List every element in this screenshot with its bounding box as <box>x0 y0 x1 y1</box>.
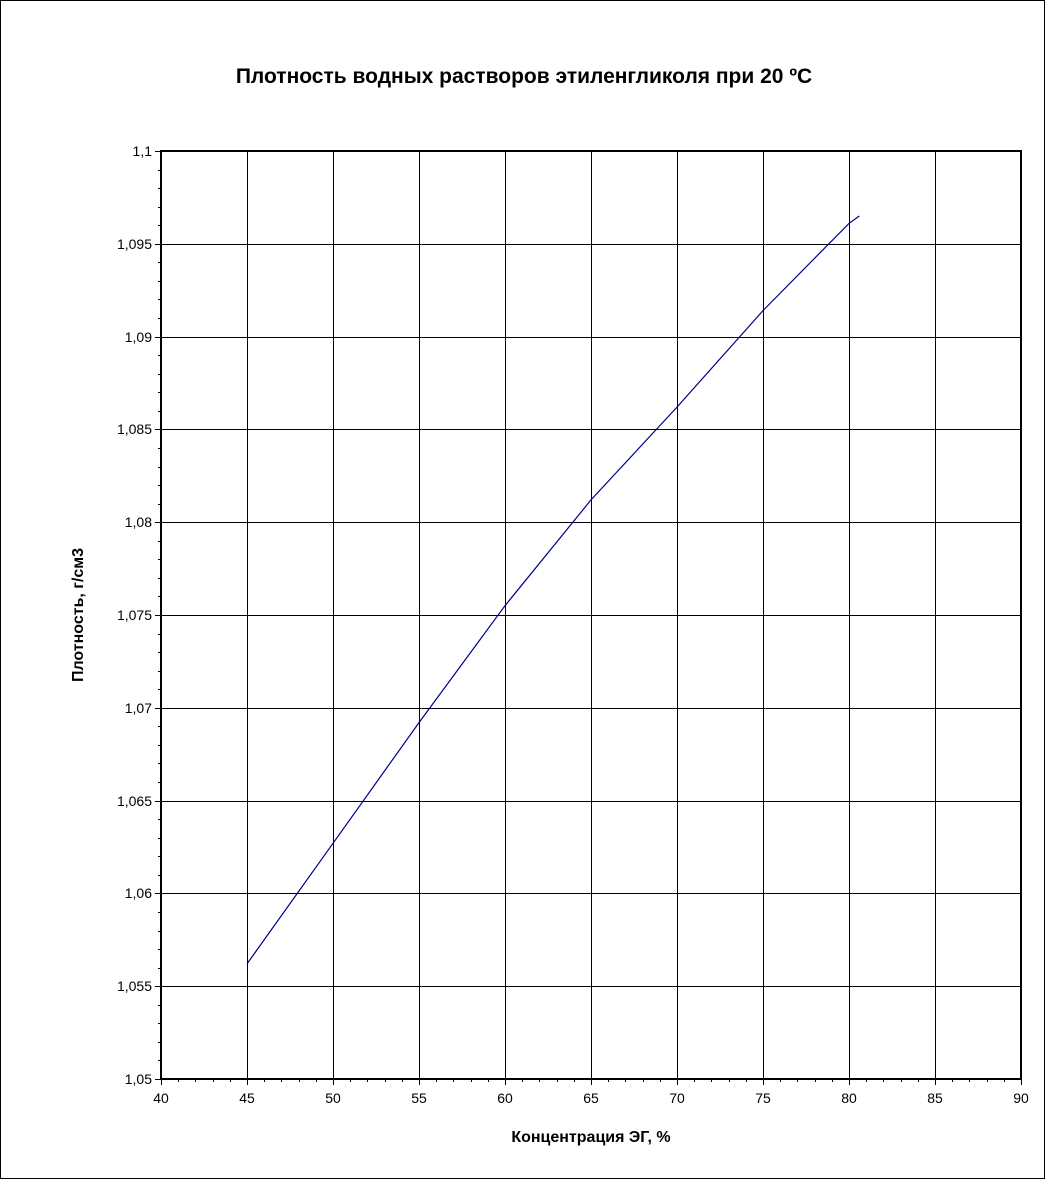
chart-title: Плотность водных растворов этиленгликоля… <box>236 65 812 88</box>
y-tick-label: 1,1 <box>133 143 153 159</box>
x-tick-label: 50 <box>325 1090 341 1106</box>
series-line <box>246 215 860 965</box>
x-tick-label: 60 <box>497 1090 513 1106</box>
y-tick-label: 1,09 <box>125 329 152 345</box>
grid <box>161 151 1021 1079</box>
y-tick-label: 1,095 <box>117 236 152 252</box>
axis-ticks <box>155 151 1022 1085</box>
y-tick-label: 1,065 <box>117 793 152 809</box>
x-tick-labels: 40 45 50 55 60 65 70 75 80 85 90 <box>153 1090 1029 1106</box>
x-tick-label: 45 <box>239 1090 255 1106</box>
y-tick-label: 1,05 <box>125 1071 152 1087</box>
x-tick-label: 75 <box>755 1090 771 1106</box>
x-tick-label: 65 <box>583 1090 599 1106</box>
y-tick-label: 1,085 <box>117 421 152 437</box>
y-tick-label: 1,07 <box>125 700 152 716</box>
y-tick-label: 1,055 <box>117 978 152 994</box>
y-tick-labels: 1,05 1,055 1,06 1,065 1,07 1,075 1,08 1,085 1,09… <box>117 143 152 1087</box>
x-tick-label: 85 <box>927 1090 943 1106</box>
y-tick-label: 1,075 <box>117 607 152 623</box>
y-tick-label: 1,08 <box>125 514 152 530</box>
y-tick-label: 1,06 <box>125 885 152 901</box>
x-axis-title: Концентрация ЭГ, % <box>511 1129 670 1146</box>
x-tick-label: 40 <box>153 1090 169 1106</box>
x-tick-label: 70 <box>669 1090 685 1106</box>
x-tick-label: 90 <box>1013 1090 1029 1106</box>
series-group <box>246 215 860 965</box>
plot-area <box>160 150 1022 1080</box>
x-tick-label: 55 <box>411 1090 427 1106</box>
x-tick-label: 80 <box>841 1090 857 1106</box>
y-axis-title: Плотность, г/см3 <box>70 548 87 682</box>
